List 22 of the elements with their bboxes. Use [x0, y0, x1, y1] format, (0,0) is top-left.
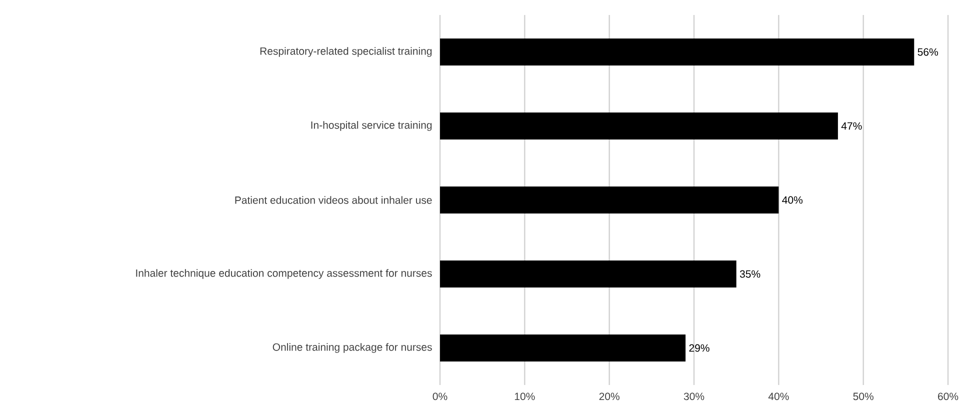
bar: [440, 112, 838, 140]
y-tick-label: Respiratory-related specialist training: [260, 47, 432, 57]
y-tick-label: Inhaler technique education competency assessment for nurses: [136, 269, 432, 279]
data-label: 47%: [841, 122, 862, 130]
data-label: 35%: [740, 270, 760, 278]
x-tick-label: 40%: [768, 392, 789, 400]
y-tick-label: In-hospital service training: [311, 121, 432, 131]
x-tick-label: 60%: [938, 392, 958, 400]
y-tick-label: Patient education videos about inhaler use: [235, 196, 432, 204]
x-tick-label: 0%: [432, 392, 448, 400]
bar: [440, 334, 686, 362]
bar: [440, 38, 914, 66]
bar: [440, 186, 779, 214]
data-label: 40%: [782, 196, 803, 204]
x-tick-label: 50%: [853, 392, 874, 400]
x-tick-label: 20%: [599, 392, 620, 400]
data-label: 29%: [689, 344, 710, 352]
bar: [440, 260, 736, 288]
y-tick-label: Online training package for nurses: [272, 343, 432, 353]
x-tick-label: 30%: [684, 392, 704, 400]
x-tick-label: 10%: [514, 392, 535, 400]
data-label: 56%: [918, 48, 938, 56]
